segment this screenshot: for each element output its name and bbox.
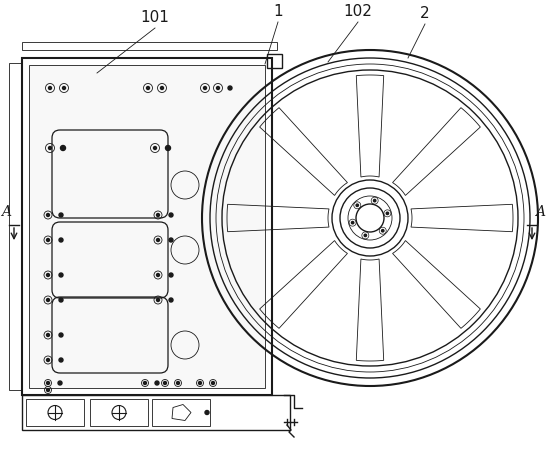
Circle shape: [47, 388, 49, 392]
Circle shape: [59, 273, 63, 277]
Circle shape: [59, 213, 63, 217]
Circle shape: [59, 358, 63, 362]
Text: A: A: [1, 205, 11, 219]
Bar: [22, 58, 272, 395]
Circle shape: [163, 382, 167, 384]
Circle shape: [386, 212, 389, 215]
Circle shape: [157, 299, 160, 301]
Circle shape: [166, 145, 170, 150]
Circle shape: [59, 298, 63, 302]
Circle shape: [47, 238, 49, 242]
Circle shape: [169, 298, 173, 302]
Circle shape: [47, 214, 49, 216]
Circle shape: [155, 381, 159, 385]
Circle shape: [356, 204, 359, 207]
Bar: [9, 63, 22, 390]
Circle shape: [169, 213, 173, 217]
Circle shape: [157, 238, 160, 242]
Text: 1: 1: [273, 4, 283, 19]
Circle shape: [48, 146, 52, 150]
Bar: [267, 54, 282, 68]
Circle shape: [146, 87, 150, 89]
Circle shape: [212, 382, 214, 384]
Circle shape: [157, 214, 160, 216]
Bar: [22, 395, 290, 430]
Circle shape: [161, 87, 163, 89]
Circle shape: [382, 229, 384, 232]
Text: 101: 101: [141, 10, 169, 26]
Circle shape: [48, 87, 52, 89]
Circle shape: [169, 238, 173, 242]
Bar: [29, 65, 265, 388]
Circle shape: [199, 382, 201, 384]
Bar: [152, 399, 210, 426]
Bar: [26, 399, 84, 426]
Text: 102: 102: [344, 4, 372, 19]
Circle shape: [169, 273, 173, 277]
Circle shape: [47, 358, 49, 361]
Circle shape: [47, 334, 49, 336]
Circle shape: [217, 87, 219, 89]
Circle shape: [177, 382, 179, 384]
Bar: [22, 42, 277, 50]
Circle shape: [59, 333, 63, 337]
Circle shape: [204, 87, 206, 89]
Circle shape: [47, 273, 49, 277]
Circle shape: [153, 146, 157, 150]
Bar: [29, 65, 265, 388]
Circle shape: [364, 234, 366, 237]
Circle shape: [47, 299, 49, 301]
Circle shape: [373, 199, 376, 202]
Circle shape: [205, 410, 209, 414]
Circle shape: [228, 86, 232, 90]
Circle shape: [157, 273, 160, 277]
Circle shape: [47, 382, 49, 384]
Circle shape: [351, 221, 354, 224]
Text: A: A: [535, 205, 545, 219]
Circle shape: [59, 238, 63, 242]
Circle shape: [58, 381, 62, 385]
Text: 2: 2: [420, 6, 430, 22]
Circle shape: [144, 382, 146, 384]
Bar: [90, 399, 148, 426]
Circle shape: [63, 87, 65, 89]
Circle shape: [60, 145, 65, 150]
